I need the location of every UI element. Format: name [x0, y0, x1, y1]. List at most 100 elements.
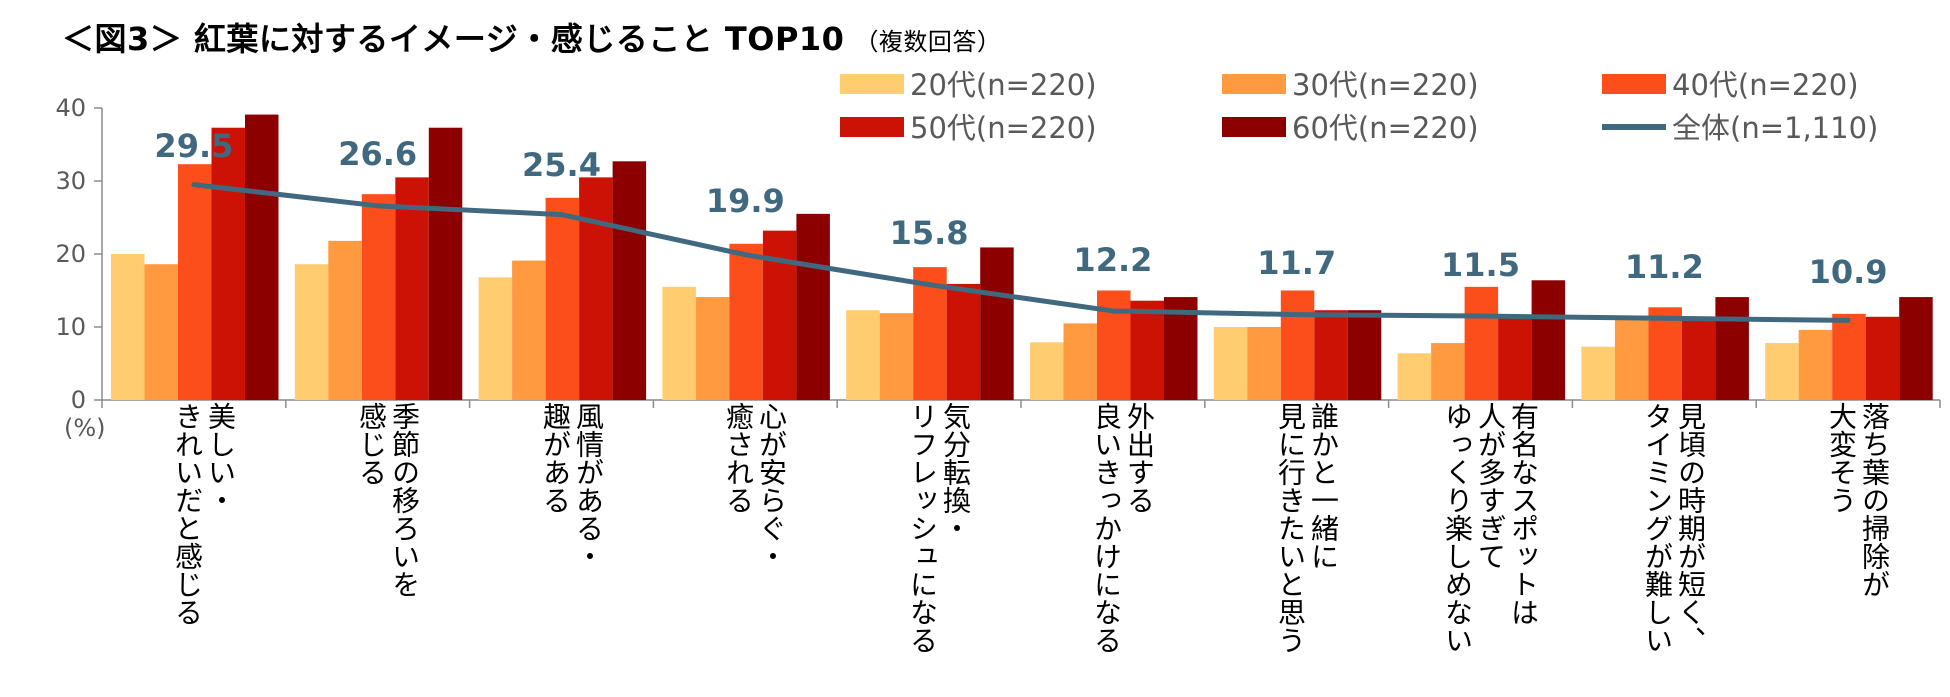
bar-30代-2	[512, 260, 546, 400]
bar-40代-7	[1464, 286, 1499, 400]
bar-50代-4	[946, 283, 981, 400]
bar-20代-5	[1030, 342, 1064, 400]
bar-20代-8	[1581, 346, 1615, 400]
category-label-line: 気分転換・	[939, 402, 972, 542]
bar-40代-6	[1280, 290, 1315, 400]
bar-50代-7	[1498, 316, 1532, 400]
legend-label-1: 30代(n=220)	[1292, 68, 1479, 102]
bar-50代-1	[395, 177, 429, 400]
bar-40代-4	[913, 267, 947, 400]
bar-40代-8	[1648, 307, 1682, 400]
legend-swatch-3	[840, 117, 904, 137]
category-label-0: 美しい・ きれいだと感じる	[171, 402, 237, 626]
bar-50代-9	[1865, 316, 1900, 400]
legend-swatch-2	[1602, 74, 1666, 94]
y-tick-label: 30	[55, 167, 86, 195]
overall-point-0	[191, 182, 197, 188]
y-tick-label: 40	[55, 94, 86, 122]
category-label-line: 心が安らぐ・	[755, 402, 788, 570]
legend-label-3: 50代(n=220)	[910, 111, 1097, 145]
data-label-4: 15.8	[890, 214, 969, 252]
data-label-7: 11.5	[1441, 246, 1520, 284]
overall-point-7	[1478, 313, 1483, 319]
bar-20代-7	[1397, 353, 1432, 400]
category-label-5: 外出する 良いきっかけになる	[1090, 402, 1156, 654]
bar-40代-0	[178, 164, 212, 400]
category-label-4: 気分転換・ リフレッシュになる	[906, 402, 972, 654]
data-label-0: 29.5	[154, 127, 233, 165]
chart-title-text: ＜図3＞ 紅葉に対するイメージ・感じること TOP10	[62, 20, 845, 58]
category-label-9: 落ち葉の掃除が 大変そう	[1825, 402, 1891, 598]
legend-label-5: 全体(n=1,110)	[1672, 111, 1878, 145]
category-label-line: きれいだと感じる	[170, 402, 204, 626]
category-label-line: 大変そう	[1824, 402, 1858, 514]
legend-label-2: 40代(n=220)	[1672, 68, 1859, 102]
bar-20代-2	[478, 277, 513, 400]
category-label-line: 良いきっかけになる	[1089, 402, 1123, 654]
bar-60代-0	[245, 114, 279, 400]
legend-swatch-0	[840, 74, 904, 94]
legend-label-0: 20代(n=220)	[910, 68, 1097, 102]
y-tick-label: 20	[55, 240, 86, 268]
category-label-1: 季節の移ろいを 感じる	[355, 402, 421, 598]
overall-point-2	[559, 212, 564, 218]
category-label-line: リフレッシュになる	[905, 402, 939, 654]
bar-30代-6	[1247, 327, 1281, 400]
bar-20代-3	[662, 286, 696, 400]
category-label-line: 趣がある	[538, 402, 572, 514]
bar-20代-0	[111, 254, 145, 400]
bar-30代-0	[144, 264, 178, 400]
chart-title: ＜図3＞ 紅葉に対するイメージ・感じること TOP10 （複数回答）	[62, 14, 1001, 60]
category-label-line: 誰かと一緒に	[1307, 402, 1340, 570]
data-label-3: 19.9	[706, 182, 785, 220]
category-label-line: 人が多すぎて	[1473, 402, 1507, 570]
legend-swatch-1	[1222, 74, 1286, 94]
overall-point-6	[1294, 312, 1300, 318]
category-label-line: 落ち葉の掃除が	[1858, 402, 1891, 598]
data-label-5: 12.2	[1073, 241, 1152, 279]
category-label-line: 有名なスポットは	[1507, 402, 1540, 626]
y-tick-label: 10	[55, 313, 86, 341]
category-label-6: 誰かと一緒に 見に行きたいと思う	[1274, 402, 1340, 654]
bar-50代-8	[1681, 316, 1716, 400]
bar-60代-6	[1347, 310, 1382, 400]
category-label-line: タイミングが難しい	[1640, 402, 1674, 654]
overall-point-5	[1110, 308, 1116, 314]
category-label-3: 心が安らぐ・ 癒される	[722, 402, 788, 570]
category-label-2: 風情がある・ 趣がある	[539, 402, 605, 570]
bar-60代-1	[428, 127, 463, 401]
bar-50代-5	[1130, 300, 1164, 400]
bar-30代-1	[328, 240, 362, 400]
category-label-line: 風情がある・	[572, 402, 605, 570]
bar-60代-8	[1715, 297, 1749, 400]
data-label-8: 11.2	[1625, 248, 1704, 286]
category-label-line: 季節の移ろいを	[388, 402, 421, 598]
bar-40代-9	[1832, 313, 1866, 400]
data-label-6: 11.7	[1257, 244, 1336, 282]
bar-20代-1	[294, 264, 329, 400]
overall-line	[193, 182, 1849, 323]
bar-60代-3	[796, 213, 830, 400]
bar-20代-4	[846, 310, 880, 400]
bar-60代-7	[1531, 280, 1566, 400]
bar-30代-5	[1063, 323, 1097, 400]
category-label-line: 外出する	[1123, 402, 1156, 514]
bar-30代-9	[1798, 329, 1833, 400]
category-label-8: 見頃の時期が短く、 タイミングが難しい	[1641, 402, 1707, 654]
bar-50代-6	[1314, 310, 1348, 400]
bar-30代-4	[879, 313, 914, 400]
category-label-line: 感じる	[354, 402, 388, 486]
overall-point-1	[375, 203, 381, 209]
overall-point-8	[1661, 315, 1667, 321]
category-label-line: 美しい・	[204, 402, 237, 514]
legend-swatch-4	[1222, 117, 1286, 137]
data-label-2: 25.4	[522, 146, 601, 184]
overall-point-3	[742, 252, 748, 258]
bar-60代-9	[1899, 297, 1933, 400]
data-label-9: 10.9	[1809, 253, 1888, 291]
data-label-1: 26.6	[338, 135, 417, 173]
legend-label-4: 60代(n=220)	[1292, 111, 1479, 145]
bar-30代-3	[695, 297, 730, 400]
y-axis-unit-label: (%)	[64, 414, 106, 442]
